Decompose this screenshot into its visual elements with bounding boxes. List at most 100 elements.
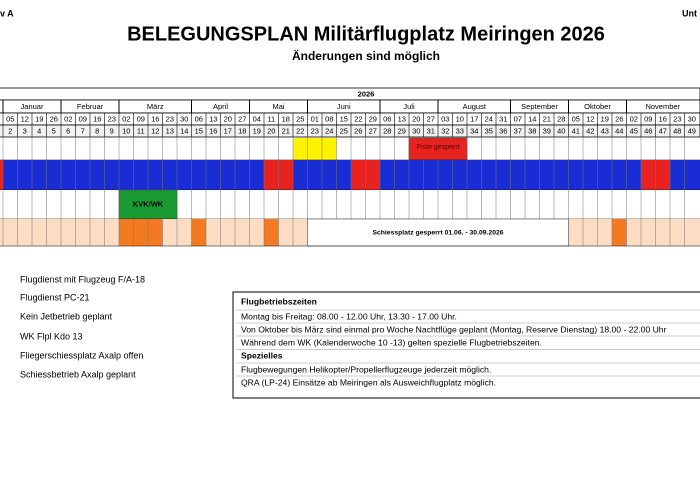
info-line: Montag bis Freitag: 08.00 - 12.00 Uhr, 1…: [241, 311, 457, 321]
header-left: v A: [0, 8, 14, 18]
legend-item: WK Flpl Kdo 13: [20, 331, 83, 341]
date-label: 03: [441, 114, 449, 123]
cell-label: Schiessplatz gesperrt 01.06. - 30.09.202…: [372, 229, 503, 236]
date-label: 12: [586, 114, 594, 123]
date-label: 31: [499, 114, 507, 123]
week-label: 28: [383, 126, 391, 135]
week-label: 31: [427, 126, 435, 135]
week-label: 38: [528, 126, 536, 135]
date-label: 09: [644, 114, 652, 123]
week-label: 9: [110, 126, 114, 135]
row-background: [0, 138, 700, 160]
date-label: 27: [238, 114, 246, 123]
cell-block: [612, 219, 627, 246]
week-label: 7: [81, 126, 85, 135]
date-label: 07: [514, 114, 522, 123]
month-label: Mai: [272, 102, 284, 111]
week-label: 15: [195, 126, 203, 135]
week-label: 27: [369, 126, 377, 135]
legend-item: Flugdienst PC-21: [20, 292, 90, 302]
date-label: 16: [93, 114, 101, 123]
month-label: Juli: [403, 102, 415, 111]
date-label: 01: [311, 114, 319, 123]
week-label: 33: [456, 126, 464, 135]
info-box: [232, 291, 700, 399]
legend-item: Fliegerschiessplatz Axalp offen: [20, 350, 143, 360]
date-label: 23: [108, 114, 116, 123]
cell-label: KVK/WK: [133, 199, 164, 208]
row-background: [0, 190, 700, 219]
info-line: Während dem WK (Kalenderwoche 10 -13) ge…: [241, 337, 542, 347]
date-label: 29: [369, 114, 377, 123]
date-label: 16: [659, 114, 667, 123]
month-label: März: [147, 102, 164, 111]
week-label: 2: [8, 126, 12, 135]
date-label: 12: [21, 114, 29, 123]
date-row: [0, 112, 700, 126]
date-label: 13: [209, 114, 217, 123]
subtitle: Änderungen sind möglich: [292, 48, 440, 63]
date-label: 19: [35, 114, 43, 123]
date-label: 11: [267, 114, 275, 123]
week-label: 16: [209, 126, 217, 135]
week-label: 5: [52, 126, 56, 135]
month-label: Januar: [21, 102, 44, 111]
week-label: 39: [543, 126, 551, 135]
date-label: 06: [195, 114, 203, 123]
info-line: Von Oktober bis März sind einmal pro Woc…: [241, 324, 667, 334]
month-label: September: [521, 102, 558, 111]
week-label: 11: [137, 126, 145, 135]
date-label: 20: [224, 114, 232, 123]
date-label: 13: [398, 114, 406, 123]
week-label: 12: [151, 126, 159, 135]
info-line: Flugbewegungen Helikopter/Propellerflugz…: [241, 364, 491, 374]
date-label: 27: [427, 114, 435, 123]
date-label: 23: [673, 114, 681, 123]
week-label: 18: [238, 126, 246, 135]
cell-block: [191, 219, 206, 246]
year: 2026: [358, 89, 375, 98]
date-label: 21: [543, 114, 551, 123]
week-label: 37: [514, 126, 522, 135]
week-label: 25: [340, 126, 348, 135]
month-label: April: [213, 102, 228, 111]
header-right: Unt: [682, 8, 697, 18]
week-label: 43: [601, 126, 609, 135]
week-label: 21: [282, 126, 290, 135]
cell-label: Piste gesperrt: [416, 144, 459, 151]
row-background: [0, 160, 700, 190]
date-label: 08: [325, 114, 333, 123]
week-label: 3: [23, 126, 27, 135]
date-label: 16: [151, 114, 159, 123]
date-label: 02: [64, 114, 72, 123]
date-label: 02: [630, 114, 638, 123]
week-label: 30: [412, 126, 420, 135]
cell-block: [264, 219, 279, 246]
legend-item: Kein Jetbetrieb geplant: [20, 311, 113, 321]
date-label: 05: [6, 114, 14, 123]
info-heading: Spezielles: [241, 350, 283, 360]
date-label: 22: [354, 114, 362, 123]
week-label: 29: [398, 126, 406, 135]
week-label: 47: [659, 126, 667, 135]
date-label: 26: [615, 114, 623, 123]
week-label: 32: [441, 126, 449, 135]
year-row: [0, 87, 700, 101]
week-label: 10: [122, 126, 130, 135]
month-label: Juni: [337, 102, 351, 111]
week-label: 8: [95, 126, 99, 135]
week-row: [0, 124, 700, 138]
date-label: 09: [79, 114, 87, 123]
month-label: August: [463, 102, 487, 111]
date-label: 24: [485, 114, 493, 123]
week-label: 24: [325, 126, 333, 135]
date-label: 09: [137, 114, 145, 123]
month-label: November: [645, 102, 680, 111]
date-label: 10: [456, 114, 464, 123]
date-label: 28: [557, 114, 565, 123]
week-label: 14: [180, 126, 188, 135]
date-label: 15: [340, 114, 348, 123]
week-label: 36: [499, 126, 507, 135]
date-label: 18: [282, 114, 290, 123]
